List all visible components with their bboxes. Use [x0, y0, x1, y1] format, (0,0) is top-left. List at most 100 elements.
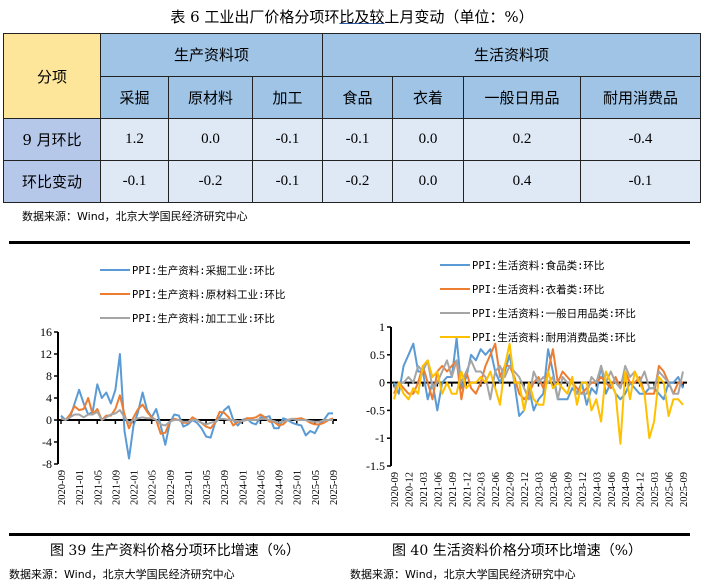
- legend-label: PPI:生活资料:衣着类:环比: [472, 283, 604, 296]
- chart-production-materials: 16 12 8 4 0 -4 -8 2020-09 2021-01 2021-05 2021-09 2…: [40, 264, 340, 505]
- series-line-1: [393, 342, 683, 401]
- y-tick-label: -4: [42, 435, 52, 449]
- ppi-table: 分项 生产资料项 生活资料项 采掘 原材料 加工 食品 衣着 一般日用品 耐用消…: [3, 33, 701, 203]
- bottom-rule: [9, 533, 690, 536]
- table-row: 环比变动 -0.1 -0.2 -0.1 -0.2 0.0 0.4 -0.1: [3, 160, 701, 203]
- y-tick-label: 0: [46, 413, 52, 427]
- legend-label: PPI:生活资料:一般日用品类:环比: [472, 307, 636, 320]
- y-tick-label: 8: [46, 369, 52, 383]
- x-tick-label: 2024-06: [607, 472, 618, 507]
- legend-label: PPI:生活资料:耐用消费品类:环比: [472, 331, 636, 344]
- figure-40-source: 数据来源：Wind，北京大学国民经济研究中心: [350, 568, 576, 581]
- table-cell: -0.2: [168, 160, 253, 203]
- series-line-2: [60, 409, 333, 427]
- x-tick-label: 2023-12: [578, 472, 589, 507]
- table-cell: 0.0: [392, 160, 464, 203]
- x-tick-label: 2021-03: [419, 472, 430, 507]
- table-cell: -0.2: [322, 160, 393, 203]
- table-cell: 0.2: [463, 118, 581, 161]
- x-tick-label: 2024-09: [275, 470, 286, 505]
- table-column-header: 耐用消费品: [580, 75, 701, 119]
- table-column-header: 衣着: [392, 75, 464, 119]
- table-column-header: 加工: [252, 75, 323, 119]
- table-cell: 0.4: [463, 160, 581, 203]
- table-cell: -0.1: [252, 160, 323, 203]
- table-group-header: 生活资料项: [322, 33, 701, 77]
- x-tick-label: 2023-01: [184, 470, 195, 505]
- table-cell: -0.1: [322, 118, 393, 161]
- x-tick-label: 2022-03: [477, 472, 488, 507]
- table-cell: -0.1: [580, 160, 701, 203]
- table-group-header: 生产资料项: [100, 33, 323, 77]
- figure-39-source: 数据来源：Wind，北京大学国民经济研究中心: [9, 568, 235, 581]
- x-tick-label: 2025-05: [311, 470, 322, 505]
- table-cell: -0.1: [252, 118, 323, 161]
- y-tick-label: -1.5: [366, 459, 385, 473]
- x-tick-label: 2020-12: [404, 472, 415, 507]
- x-tick-label: 2020-09: [390, 472, 401, 507]
- x-tick-label: 2021-06: [433, 472, 444, 507]
- table-header-row-2: 采掘 原材料 加工 食品 衣着 一般日用品 耐用消费品: [4, 75, 701, 119]
- figure-40-caption: 图 40 生活资料价格分项环比增速（%）: [391, 543, 643, 559]
- legend-label: PPI:生产资料:采掘工业:环比: [132, 264, 275, 277]
- x-tick-label: 2021-09: [448, 472, 459, 507]
- x-tick-label: 2024-01: [238, 470, 249, 505]
- table-column-header: 食品: [322, 75, 393, 119]
- x-tick-label: 2025-09: [329, 470, 340, 505]
- y-tick-label: -0.5: [366, 403, 385, 417]
- y-tick-label: -8: [42, 457, 52, 471]
- table-column-header: 一般日用品: [463, 75, 581, 119]
- top-rule: [9, 241, 690, 244]
- table-header-row-1: 分项 生产资料项 生活资料项: [3, 33, 701, 119]
- x-tick-label: 2025-01: [293, 470, 304, 505]
- x-tick-label: 2022-05: [148, 470, 159, 505]
- series-line-1: [60, 394, 334, 435]
- x-tick-label: 2021-09: [111, 470, 122, 505]
- table-row-header: 环比变动: [3, 160, 101, 203]
- table-title: 表 6 工业出厂价格分项环比及较上月变动（单位：%）: [0, 6, 704, 27]
- table-source-note: 数据来源：Wind，北京大学国民经济研究中心: [22, 210, 248, 223]
- table-title-underlined: 比及较: [339, 8, 385, 26]
- x-tick-label: 2024-09: [621, 472, 632, 507]
- x-tick-label: 2020-09: [57, 470, 68, 505]
- table-title-suffix: 上月变动（单位：%）: [384, 8, 534, 26]
- y-tick-label: 0: [379, 376, 385, 390]
- table-title-prefix: 表 6 工业出厂价格分项环: [170, 8, 340, 26]
- x-tick-label: 2022-12: [520, 472, 531, 507]
- y-tick-label: 0.5: [370, 348, 385, 362]
- series-line-3: [393, 342, 684, 445]
- x-tick-label: 2023-09: [220, 470, 231, 505]
- legend-label: PPI:生活资料:食品类:环比: [472, 259, 604, 272]
- y-tick-label: -1: [375, 431, 385, 445]
- x-tick-label: 2023-06: [549, 472, 560, 507]
- x-tick-label: 2021-05: [93, 470, 104, 505]
- table-cell: -0.1: [100, 160, 169, 203]
- table-column-header: 采掘: [100, 75, 169, 119]
- table-cell: 0.0: [392, 118, 464, 161]
- x-tick-label: 2024-03: [592, 472, 603, 507]
- y-tick-label: 12: [40, 347, 52, 361]
- table-row-header: 9 月环比: [3, 118, 101, 161]
- x-tick-label: 2022-09: [506, 472, 517, 507]
- x-tick-label: 2022-01: [130, 470, 141, 505]
- table-row: 9 月环比 1.2 0.0 -0.1 -0.1 0.0 0.2 -0.4: [3, 118, 701, 161]
- y-tick-label: 16: [40, 325, 52, 339]
- legend-label: PPI:生产资料:原材料工业:环比: [132, 288, 285, 301]
- x-tick-label: 2023-05: [202, 470, 213, 505]
- x-tick-label: 2024-12: [636, 472, 647, 507]
- x-tick-label: 2023-09: [563, 472, 574, 507]
- table-cell: -0.4: [580, 118, 701, 161]
- legend-label: PPI:生产资料:加工工业:环比: [132, 312, 275, 325]
- table-corner-cell: 分项: [3, 33, 101, 119]
- table-column-header: 原材料: [168, 75, 253, 119]
- y-tick-label: 1: [379, 320, 385, 334]
- x-tick-label: 2022-09: [166, 470, 177, 505]
- x-tick-label: 2025-03: [650, 472, 661, 507]
- table-cell: 1.2: [100, 118, 169, 161]
- x-tick-label: 2021-12: [462, 472, 473, 507]
- x-tick-label: 2024-05: [256, 470, 267, 505]
- series-line-0: [393, 337, 684, 417]
- table-cell: 0.0: [168, 118, 253, 161]
- x-tick-label: 2023-03: [535, 472, 546, 507]
